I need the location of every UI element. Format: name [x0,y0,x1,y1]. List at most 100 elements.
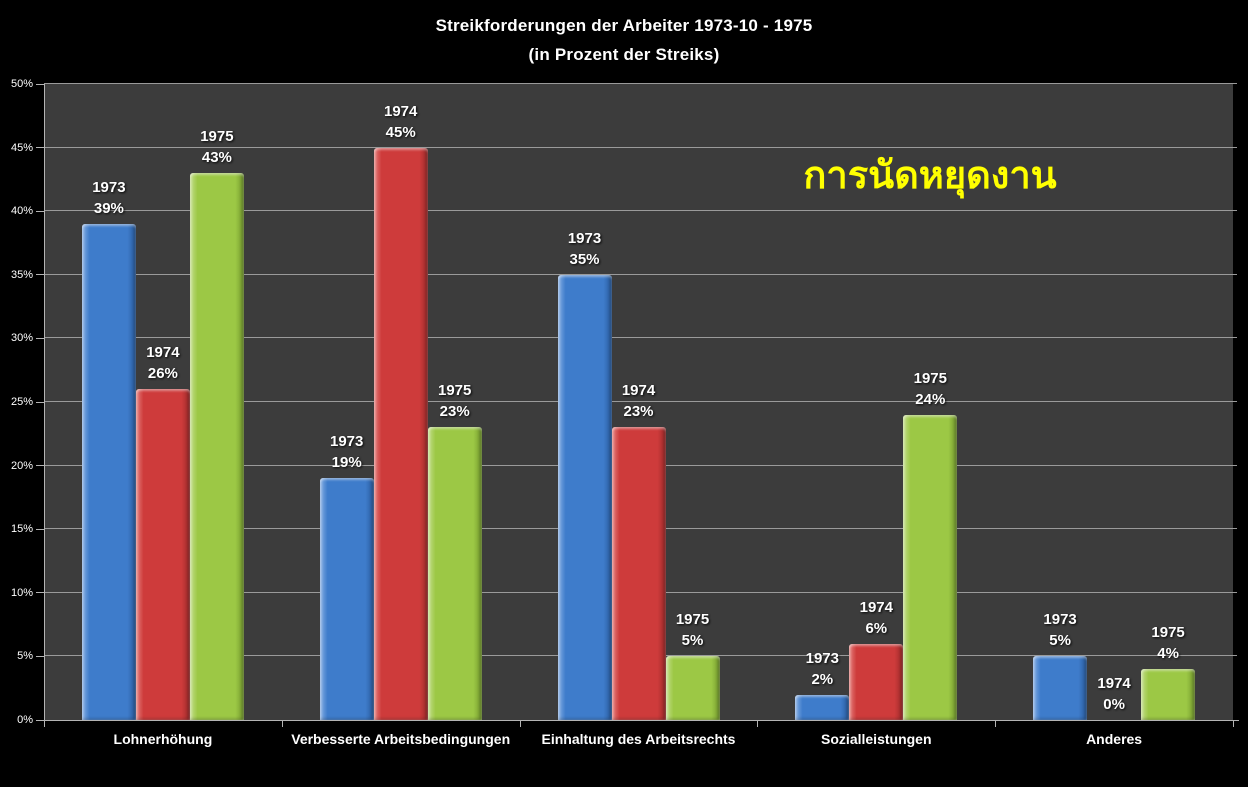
chart-title-line1: Streikforderungen der Arbeiter 1973-10 -… [435,16,813,35]
y-tick-label: 50% [10,78,33,90]
bar-label-1973-5: 1973 5% [1014,609,1106,651]
y-axis-tick [36,274,44,276]
x-axis-line [44,720,1239,721]
y-tick-label: 40% [10,205,33,218]
y-axis-tick [36,83,44,85]
bar-label-value: 2% [811,670,834,688]
gridline-25% [44,401,1237,402]
bar-label-1975-1: 1975 43% [171,126,263,168]
bar-label-1974-4: 1974 6% [830,597,922,639]
bar-label-value: 6% [865,619,888,637]
bar-1973-2 [319,478,374,720]
bar-1974-1 [135,389,190,720]
y-tick-label: 35% [10,268,33,281]
x-axis-tick [281,720,283,727]
category-label-3: Einhaltung des Arbeitsrechts [541,731,736,747]
bar-label-year: 1975 [1151,624,1185,642]
y-tick-label: 0% [17,714,33,726]
bar-label-value: 24% [915,390,946,408]
bar-1975-5 [1141,669,1196,720]
bar-label-1973-2: 1973 19% [301,431,393,473]
y-axis-tick [36,465,44,467]
bar-label-year: 1974 [384,102,418,120]
bar-label-1975-3: 1975 5% [647,609,739,651]
gridline-50% [44,83,1237,84]
bar-label-1974-3: 1974 23% [593,380,685,422]
bar-label-1975-5: 1975 4% [1122,622,1214,664]
bar-label-value: 23% [439,403,470,421]
bar-label-year: 1975 [913,369,947,387]
bar-label-value: 26% [147,365,178,383]
category-label-4: Sozialleistungen [821,731,932,747]
bar-label-1973-1: 1973 39% [63,177,155,219]
bar-1973-1 [81,223,136,720]
bar-label-year: 1973 [805,649,839,667]
bar-label-value: 5% [681,632,704,650]
bar-label-1974-2: 1974 45% [355,101,447,143]
y-axis-tick [36,528,44,530]
y-axis-tick [36,655,44,657]
bar-label-year: 1973 [330,433,364,451]
chart-title-line2: (in Prozent der Streiks) [528,45,720,64]
x-axis-tick [1233,720,1234,727]
gridline-40% [44,210,1237,212]
y-axis-tick [36,337,44,339]
bar-label-year: 1974 [859,598,893,616]
bar-1974-3 [611,427,666,720]
category-label-5: Anderes [1086,731,1143,747]
bar-label-year: 1975 [200,128,234,146]
bar-1975-1 [189,173,244,720]
bar-1975-4 [903,414,958,720]
bar-label-year: 1973 [92,178,126,196]
y-axis-tick [36,210,44,212]
bar-label-value: 0% [1103,696,1125,713]
y-axis-tick [36,401,44,403]
bar-1974-2 [373,147,428,720]
bar-label-value: 43% [201,149,232,167]
bar-label-1973-4: 1973 2% [776,648,868,690]
bar-label-year: 1973 [1043,611,1077,629]
bar-label-value: 39% [93,199,124,217]
y-tick-label: 30% [10,332,33,345]
chart-title: Streikforderungen der Arbeiter 1973-10 -… [0,11,1248,69]
bar-1973-3 [557,274,612,720]
bar-label-value: 45% [385,123,416,141]
gridline-45% [44,146,1237,148]
category-label-2: Verbesserte Arbeitsbedingungen [291,731,511,747]
category-label-1: Lohnerhöhung [113,731,213,747]
y-tick-label: 25% [10,396,33,408]
x-axis-tick [519,720,521,727]
bar-1974-4 [849,643,904,720]
bar-label-year: 1973 [567,229,602,247]
x-axis-tick [757,720,759,727]
bar-label-year: 1974 [146,344,180,362]
bar-label-value: 19% [331,454,362,472]
y-axis-tick [36,147,44,149]
bar-label-year: 1974 [621,382,656,400]
y-axis-line [44,84,45,727]
bar-label-1975-2: 1975 23% [409,380,501,422]
y-tick-label: 5% [17,650,33,663]
bar-label-1975-4: 1975 24% [884,368,976,410]
bar-label-year: 1974 [1097,675,1131,692]
bar-label-1974-5: 1974 0% [1068,673,1160,715]
y-axis-tick [36,592,44,594]
bar-label-value: 35% [569,250,600,268]
bar-label-value: 5% [1049,632,1071,650]
bar-label-1973-3: 1973 35% [539,228,631,270]
bar-1975-3 [665,656,720,720]
bar-label-value: 4% [1157,645,1179,663]
bar-1973-5 [1033,656,1088,720]
y-tick-label: 10% [10,586,33,599]
gridline-35% [44,273,1237,275]
bar-1975-2 [427,427,482,720]
x-axis-tick [995,720,997,727]
y-axis-tick [36,719,44,721]
y-tick-label: 45% [10,141,33,154]
y-tick-label: 20% [10,459,33,472]
bar-1973-4 [795,694,850,720]
bar-label-year: 1975 [438,382,472,400]
bar-label-1974-1: 1974 26% [117,342,209,384]
y-tick-label: 15% [10,523,33,536]
